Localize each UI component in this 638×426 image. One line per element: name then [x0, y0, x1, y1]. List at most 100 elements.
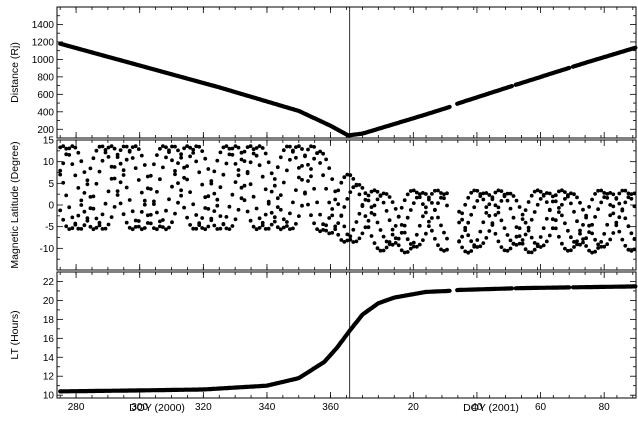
data-point [312, 221, 316, 226]
data-point [375, 189, 380, 194]
data-point [608, 213, 613, 218]
data-point [421, 214, 425, 219]
data-point [575, 219, 579, 224]
data-point [408, 208, 413, 212]
data-point [351, 177, 356, 181]
data-point [164, 227, 168, 232]
data-point [336, 202, 341, 207]
data-point [127, 148, 132, 153]
data-point [496, 239, 501, 244]
data-point [599, 244, 604, 249]
data-point [218, 150, 223, 155]
x-axis-label-2001: DOY (2001) [463, 402, 519, 414]
data-point [182, 146, 187, 151]
data-point [417, 242, 422, 247]
data-point [390, 232, 395, 237]
data-point [457, 220, 461, 225]
data-point [363, 191, 368, 196]
data-point [61, 144, 66, 149]
x-tick-label: 300 [131, 402, 148, 413]
data-point [136, 224, 141, 229]
data-point [547, 233, 552, 238]
data-point [70, 144, 75, 149]
data-point [218, 185, 223, 190]
data-point [578, 228, 582, 233]
data-point [230, 146, 235, 151]
data-point [269, 222, 274, 227]
data-point [103, 226, 108, 231]
data-point [97, 144, 102, 149]
data-point [553, 193, 558, 198]
data-point [396, 243, 401, 248]
data-point [76, 150, 81, 155]
x-tick-label: 80 [599, 402, 611, 413]
data-point [173, 169, 177, 173]
data-point [424, 192, 428, 196]
data-point [590, 231, 594, 236]
data-point [502, 248, 507, 253]
data-point [145, 186, 150, 191]
data-point [79, 159, 84, 164]
data-point [209, 179, 214, 183]
data-point [179, 193, 184, 198]
data-point [91, 156, 96, 161]
series-line [58, 41, 638, 138]
data-point [445, 247, 449, 252]
data-point [206, 194, 211, 199]
data-point [324, 228, 328, 233]
data-point [587, 248, 591, 253]
data-point [384, 245, 389, 250]
data-point [251, 194, 256, 199]
data-point [88, 224, 93, 229]
data-point [538, 235, 543, 239]
data-point [493, 190, 498, 195]
data-point [572, 209, 576, 214]
data-point [300, 203, 304, 208]
data-point [278, 193, 283, 198]
data-point [505, 191, 510, 196]
data-point [351, 227, 356, 232]
data-point [384, 239, 389, 244]
data-point [421, 202, 425, 207]
y-tick-label: 18 [43, 315, 55, 326]
data-point [327, 200, 332, 205]
data-point [221, 172, 226, 177]
data-point [484, 211, 489, 215]
data-point [130, 209, 135, 214]
data-point [133, 144, 138, 149]
data-point [118, 180, 123, 185]
data-point [291, 226, 295, 231]
data-point [550, 199, 555, 204]
data-point [115, 189, 120, 194]
y-tick-label: 1400 [32, 20, 55, 31]
data-point [369, 205, 374, 210]
data-point [291, 148, 295, 153]
data-point [106, 155, 111, 159]
data-point [445, 203, 449, 208]
data-point [248, 144, 253, 149]
data-point [333, 227, 338, 232]
data-point [541, 193, 546, 198]
data-point [97, 169, 102, 174]
data-point [139, 227, 144, 232]
data-point [91, 206, 96, 211]
data-point [632, 191, 637, 196]
data-point [366, 218, 371, 223]
data-point [414, 190, 419, 195]
data-point [152, 199, 156, 204]
data-point [275, 196, 280, 201]
data-point [182, 205, 187, 210]
data-point [623, 216, 628, 221]
data-point [578, 231, 582, 236]
data-point [291, 200, 295, 205]
data-point [327, 216, 332, 220]
data-point [339, 213, 344, 218]
data-point [590, 222, 594, 227]
y-tick-label: 16 [43, 334, 55, 345]
data-point [414, 244, 419, 249]
data-point [387, 195, 392, 199]
data-point [541, 226, 546, 231]
y-tick-label: 22 [43, 277, 55, 288]
data-point [520, 212, 525, 217]
data-point [200, 149, 205, 154]
